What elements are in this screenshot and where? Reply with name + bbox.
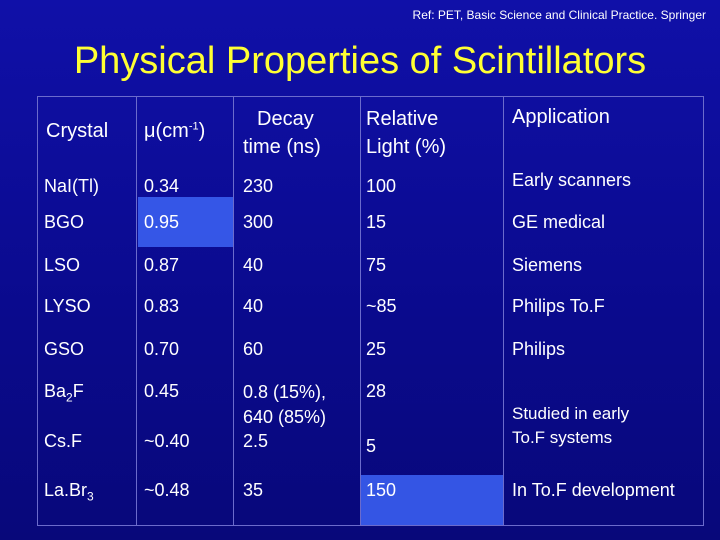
- cell-crystal: LSO: [44, 255, 81, 275]
- cell-mu: 0.34: [144, 176, 180, 196]
- cell-decay: 60: [243, 339, 264, 359]
- column-divider: [136, 97, 137, 525]
- cell-decay: 35: [243, 480, 264, 500]
- column-divider: [233, 97, 234, 525]
- highlight-bottom-light: [361, 475, 503, 525]
- cell-crystal: LYSO: [44, 296, 91, 316]
- header-relative-light: Relative Light (%): [366, 108, 447, 158]
- header-crystal: Crystal: [46, 120, 109, 142]
- cell-decay: 2.5: [243, 431, 269, 451]
- cell-application-merged: Studied in early To.F systems: [512, 404, 630, 447]
- cell-decay: 40: [243, 255, 264, 275]
- cell-application: Siemens: [512, 255, 583, 275]
- cell-crystal: NaI(Tl): [44, 176, 99, 196]
- cell-light: ~85: [366, 296, 397, 316]
- cell-light: 75: [366, 255, 387, 275]
- cell-application: Philips To.F: [512, 296, 605, 316]
- cell-decay: 300: [243, 212, 274, 232]
- header-decay-time: Decay time (ns): [243, 108, 321, 158]
- cell-mu: ~0.40: [144, 431, 190, 451]
- cell-crystal: Cs.F: [44, 431, 82, 451]
- cell-decay: 230: [243, 176, 274, 196]
- cell-light: 28: [366, 381, 387, 401]
- cell-application: In To.F development: [512, 480, 675, 500]
- slide-title: Physical Properties of Scintillators: [73, 40, 647, 82]
- reference-citation: Ref: PET, Basic Science and Clinical Pra…: [412, 8, 706, 22]
- cell-light: 15: [366, 212, 387, 232]
- cell-application: Philips: [512, 339, 566, 359]
- header-mu: μ(cm-1): [144, 120, 206, 142]
- cell-decay: 40: [243, 296, 264, 316]
- cell-light: 150: [366, 480, 397, 500]
- cell-light: 25: [366, 339, 387, 359]
- cell-mu: 0.70: [144, 339, 180, 359]
- cell-mu: 0.45: [144, 381, 180, 401]
- highlight-bgo-mu: [138, 197, 234, 247]
- cell-mu: 0.83: [144, 296, 180, 316]
- cell-mu: 0.95: [144, 212, 180, 232]
- cell-light: 100: [366, 176, 397, 196]
- scintillator-table: Crystal μ(cm-1) Decay time (ns) Relative L…: [37, 96, 704, 526]
- cell-light: 5: [366, 436, 377, 456]
- cell-crystal: La.Br3: [44, 480, 94, 504]
- cell-application: GE medical: [512, 212, 606, 232]
- cell-application: Early scanners: [512, 170, 632, 190]
- cell-mu: ~0.48: [144, 480, 190, 500]
- cell-mu: 0.87: [144, 255, 180, 275]
- column-divider: [503, 97, 504, 525]
- column-divider: [360, 97, 361, 525]
- cell-crystal: Ba2F: [44, 381, 84, 405]
- cell-decay: 0.8 (15%), 640 (85%): [243, 382, 327, 428]
- cell-crystal: GSO: [44, 339, 85, 359]
- cell-crystal: BGO: [44, 212, 85, 232]
- header-application: Application: [512, 106, 610, 128]
